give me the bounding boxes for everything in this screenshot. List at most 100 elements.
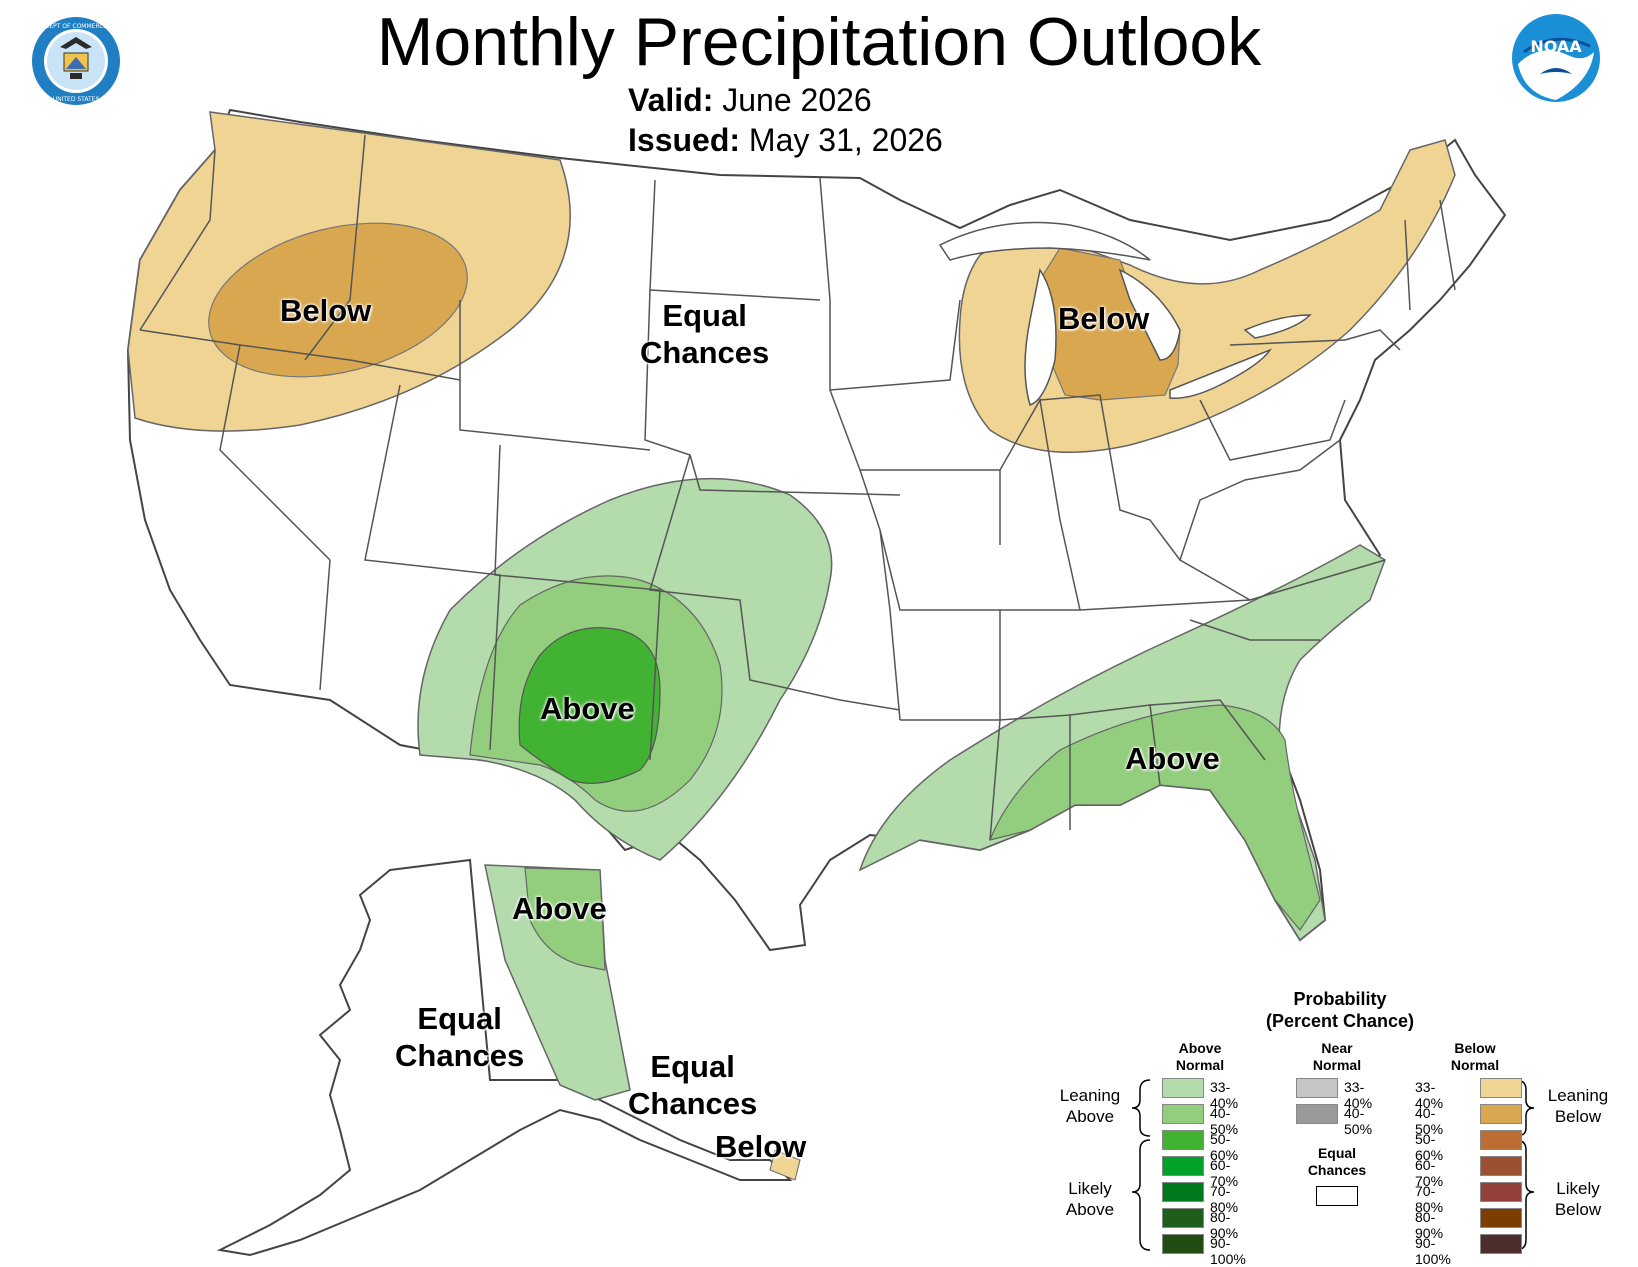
label-alaska-w-line2: Chances — [395, 1038, 525, 1073]
legend-below-swatch — [1480, 1208, 1522, 1228]
legend-title-line2: (Percent Chance) — [1265, 1011, 1415, 1031]
legend-likely-above: Likely Above — [1050, 1178, 1130, 1220]
legend-above-label: 60-70% — [1210, 1157, 1239, 1189]
issued-label: Issued: — [628, 122, 741, 158]
valid-line: Valid: June 2026 — [628, 80, 872, 120]
label-alaska-s-line2: Chances — [628, 1086, 758, 1121]
label-alaska-s-line1: Equal — [650, 1049, 735, 1084]
label-southeast-above: Above — [1125, 741, 1220, 776]
legend-below-swatch — [1480, 1104, 1522, 1124]
state-boundaries — [139, 134, 1456, 841]
legend-near-swatch — [1296, 1078, 1338, 1098]
legend-likely-above-line1: Likely — [1068, 1179, 1112, 1198]
legend-near-header-line2: Normal — [1312, 1057, 1362, 1073]
legend-above-label: 70-80% — [1210, 1183, 1239, 1215]
ak-above-inner — [524, 867, 606, 971]
legend-likely-below-line2: Below — [1554, 1200, 1602, 1219]
legend-equal-line2: Chances — [1307, 1162, 1367, 1178]
label-alaska-equal-chances: Equal Chances — [395, 1000, 524, 1074]
legend-leaning-above: Leaning Above — [1050, 1085, 1130, 1127]
legend-likely-below: Likely Below — [1538, 1178, 1618, 1220]
legend-below-header-line1: Below — [1454, 1040, 1496, 1056]
legend-below-header-line2: Normal — [1450, 1057, 1500, 1073]
legend-equal-line1: Equal — [1317, 1145, 1357, 1161]
legend-near-label: 40-50% — [1344, 1105, 1373, 1137]
legend-leaning-below-line1: Leaning — [1547, 1086, 1609, 1105]
lake-ontario — [1243, 314, 1312, 339]
svg-text:NOAA: NOAA — [1530, 37, 1582, 56]
legend-above-label: 80-90% — [1210, 1209, 1239, 1241]
legend-likely-above-line2: Above — [1065, 1200, 1115, 1219]
legend-below-label: 80-90% — [1415, 1209, 1444, 1241]
legend-below-label: 90-100% — [1415, 1235, 1451, 1267]
legend-title-line1: Probability — [1293, 989, 1387, 1009]
lake-huron — [1118, 268, 1181, 361]
legend-near-label: 33-40% — [1344, 1079, 1373, 1111]
svg-text:UNITED STATES: UNITED STATES — [53, 96, 100, 103]
legend-leaning-below: Leaning Below — [1538, 1085, 1618, 1127]
legend-below-label: 50-60% — [1415, 1131, 1444, 1163]
legend-above-header-line1: Above — [1178, 1040, 1222, 1056]
legend-below-header: Below Normal — [1435, 1040, 1515, 1074]
label-alaska-panhandle-below: Below — [715, 1129, 807, 1164]
label-plains-equal-chances: Equal Chances — [640, 297, 769, 371]
legend-below-swatch — [1480, 1078, 1522, 1098]
valid-label: Valid: — [628, 82, 714, 118]
legend-title: Probability (Percent Chance) — [1250, 988, 1430, 1032]
legend-likely-below-line1: Likely — [1556, 1179, 1600, 1198]
legend-above-swatch — [1162, 1234, 1204, 1254]
legend-below-swatch — [1480, 1182, 1522, 1202]
map-title: Monthly Precipitation Outlook — [376, 4, 1262, 80]
label-alaska-w-line1: Equal — [417, 1001, 502, 1036]
legend-above-swatch — [1162, 1182, 1204, 1202]
issued-line: Issued: May 31, 2026 — [628, 120, 943, 160]
legend-above-swatch — [1162, 1104, 1204, 1124]
legend-above-swatch — [1162, 1130, 1204, 1150]
department-of-commerce-seal-icon: DEPT OF COMMERCE UNITED STATES — [32, 17, 120, 105]
legend-above-header-line2: Normal — [1175, 1057, 1225, 1073]
legend-leaning-below-line2: Below — [1554, 1107, 1602, 1126]
legend-near-header: Near Normal — [1297, 1040, 1377, 1074]
legend-above-header: Above Normal — [1160, 1040, 1240, 1074]
legend-equal-chances: Equal Chances — [1297, 1145, 1377, 1179]
svg-text:DEPT OF COMMERCE: DEPT OF COMMERCE — [45, 23, 108, 30]
legend-below-swatch — [1480, 1130, 1522, 1150]
legend-above-swatch — [1162, 1156, 1204, 1176]
label-plains-line1: Equal — [662, 298, 747, 333]
ak-panhandle-below — [769, 1149, 801, 1181]
legend-braces — [1131, 1079, 1535, 1251]
label-southwest-above: Above — [540, 691, 635, 726]
legend-above-label: 50-60% — [1210, 1131, 1239, 1163]
legend-below-label: 60-70% — [1415, 1157, 1444, 1189]
lake-erie — [1169, 348, 1272, 399]
legend-above-label: 90-100% — [1210, 1235, 1246, 1267]
label-alaska-south-equal-chances: Equal Chances — [628, 1048, 757, 1122]
legend-above-swatch — [1162, 1078, 1204, 1098]
legend-near-swatch — [1296, 1104, 1338, 1124]
issued-value: May 31, 2026 — [748, 122, 943, 158]
lake-superior — [938, 221, 1151, 261]
legend-below-label: 70-80% — [1415, 1183, 1444, 1215]
label-alaska-above: Above — [512, 891, 607, 926]
lake-michigan — [1024, 268, 1057, 406]
legend-above-swatch — [1162, 1208, 1204, 1228]
legend-above-label: 33-40% — [1210, 1079, 1239, 1111]
sw-above-inner — [518, 627, 661, 784]
legend-near-header-line1: Near — [1321, 1040, 1353, 1056]
legend-below-swatch — [1480, 1234, 1522, 1254]
alaska-land — [216, 858, 793, 1257]
legend-above-label: 40-50% — [1210, 1105, 1239, 1137]
noaa-logo-icon: NOAA — [1512, 14, 1600, 102]
valid-value: June 2026 — [722, 82, 872, 118]
legend-below-swatch — [1480, 1156, 1522, 1176]
label-plains-line2: Chances — [640, 335, 770, 370]
label-northwest-below: Below — [280, 293, 372, 328]
label-great-lakes-below: Below — [1058, 301, 1150, 336]
nw-below-inner — [208, 222, 468, 378]
legend-below-label: 40-50% — [1415, 1105, 1444, 1137]
legend-leaning-above-line2: Above — [1065, 1107, 1115, 1126]
legend-equal-swatch — [1316, 1186, 1358, 1206]
legend-leaning-above-line1: Leaning — [1059, 1086, 1121, 1105]
legend-below-label: 33-40% — [1415, 1079, 1444, 1111]
